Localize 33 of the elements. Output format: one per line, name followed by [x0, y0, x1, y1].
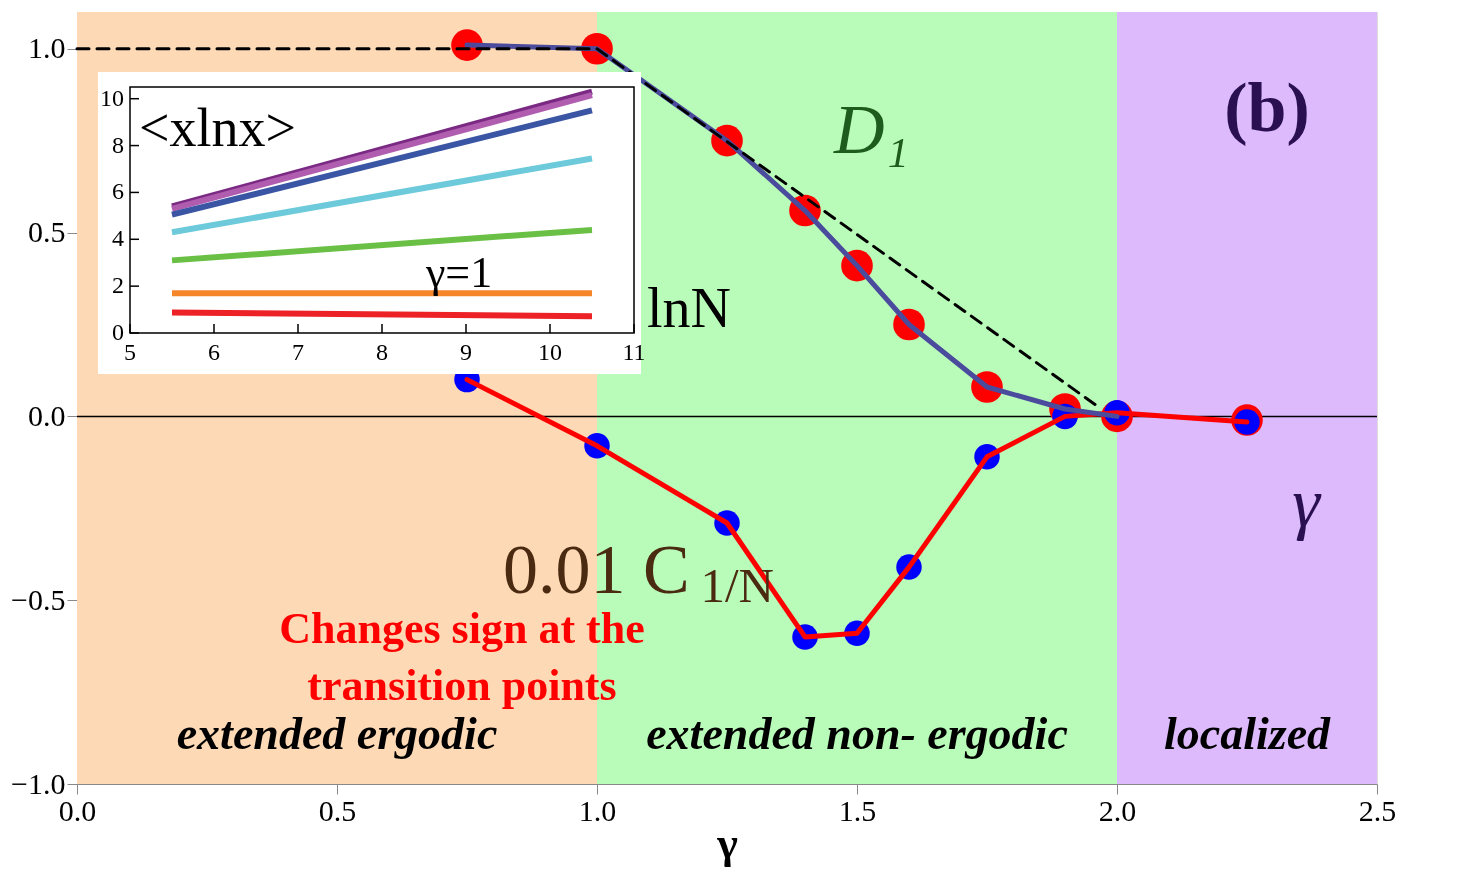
- y-tick-label: 0.5: [28, 215, 66, 249]
- y-axis-title: <xlnx>: [139, 98, 296, 158]
- y-tick-label: 0.0: [28, 398, 66, 432]
- x-tick-label: 11: [622, 339, 646, 365]
- x-tick-label: 0.5: [318, 793, 357, 827]
- y-tick-label: 4: [112, 225, 124, 252]
- band-label: extended non- ergodic: [646, 708, 1068, 759]
- annotation: γ=1: [424, 248, 493, 297]
- x-tick-label: 9: [460, 339, 472, 365]
- y-tick-label: 10: [100, 84, 124, 111]
- annotation: Changes sign at the transition points: [279, 604, 645, 711]
- x-tick-label: 10: [538, 339, 562, 365]
- y-tick-label: 8: [112, 131, 124, 158]
- y-tick-label: 6: [112, 178, 124, 205]
- x-tick-label: 1.5: [838, 793, 877, 827]
- annotation: γ: [1292, 464, 1323, 541]
- x-tick-label: 5: [124, 339, 136, 365]
- x-tick-label: 8: [376, 339, 388, 365]
- x-axis-title: lnN: [647, 277, 731, 339]
- y-tick-label: 1.0: [28, 31, 66, 65]
- y-tick-label: −0.5: [11, 582, 66, 616]
- x-tick-label: 7: [292, 339, 304, 365]
- x-tick-label: 6: [208, 339, 220, 365]
- band-label: localized: [1163, 708, 1332, 759]
- series-label: D₁: [833, 91, 909, 168]
- x-tick-label: 2.5: [1358, 793, 1397, 827]
- y-tick-label: 0: [112, 319, 124, 345]
- annotation: (b): [1224, 69, 1310, 146]
- y-tick-label: 2: [112, 272, 124, 299]
- x-axis-title: γ: [716, 818, 738, 868]
- x-tick-label: 1.0: [578, 793, 617, 827]
- band-label: extended ergodic: [176, 708, 498, 759]
- x-tick-label: 2.0: [1098, 793, 1137, 827]
